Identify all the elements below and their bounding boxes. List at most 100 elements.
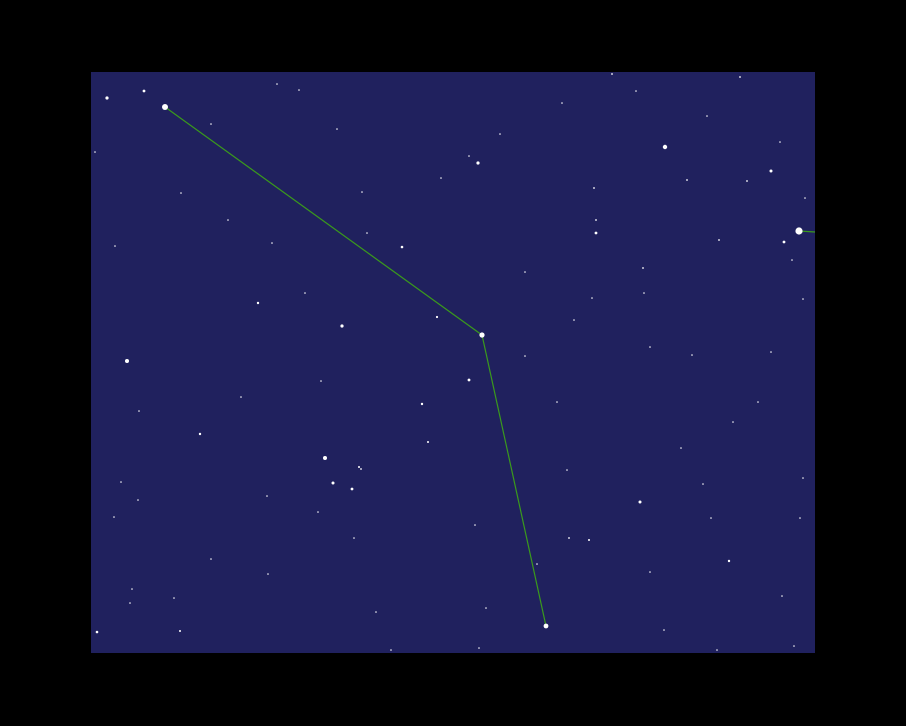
star [716,649,718,651]
star [95,630,99,634]
star [353,537,355,539]
star [795,227,803,235]
star [561,102,563,104]
star [317,511,319,513]
star [706,115,708,117]
star [266,495,268,497]
star [649,571,651,573]
star [129,602,131,604]
star [566,469,568,471]
star-chart-panel [91,72,815,653]
star [468,155,470,157]
star [710,517,712,519]
star [340,324,344,328]
star [240,396,242,398]
star [304,292,306,294]
star [114,245,116,247]
star [138,410,140,412]
star [267,573,269,575]
star [467,378,471,382]
star [769,169,773,173]
star [350,487,354,491]
star [94,151,96,153]
star [125,359,129,363]
star [802,477,804,479]
star [298,89,300,91]
star [781,595,783,597]
star [594,231,598,235]
star [476,161,480,165]
star [331,481,335,485]
star [536,563,538,565]
star [440,177,442,179]
star [793,645,795,647]
star [499,133,501,135]
star [727,559,731,563]
star [323,456,327,460]
star [770,351,772,353]
star [142,89,146,93]
star [210,123,212,125]
star [804,197,806,199]
star [524,355,526,357]
star [390,649,392,651]
star [120,481,122,483]
star [162,104,168,110]
star [779,141,781,143]
star [702,483,704,485]
star [375,611,377,613]
star [642,267,644,269]
star [131,588,133,590]
star [691,354,693,356]
star [474,524,476,526]
star [799,517,801,519]
star [663,629,665,631]
star [173,597,175,599]
star [680,447,682,449]
star [757,401,759,403]
star [556,401,558,403]
star [137,499,139,501]
star [358,466,360,468]
star [320,380,322,382]
star [400,245,404,249]
star [256,301,260,305]
star [427,441,429,443]
star [649,346,651,348]
star-field [91,72,815,653]
star [479,332,485,338]
star [732,421,734,423]
star [643,292,645,294]
star [593,187,595,189]
star [420,402,424,406]
star [543,623,549,629]
star [746,180,748,182]
star [635,90,637,92]
stars [94,73,806,651]
night-sky-background [91,72,815,653]
star [366,232,368,234]
star [485,607,487,609]
star [588,539,590,541]
star [113,516,115,518]
star [662,144,668,150]
star [591,297,593,299]
star [573,319,575,321]
star [227,219,229,221]
star [718,239,720,241]
star [686,179,688,181]
star [360,468,362,470]
star [276,83,278,85]
star [739,76,741,78]
star [105,96,109,100]
star [638,500,642,504]
star [478,647,480,649]
star [782,240,786,244]
star [435,315,439,319]
star [179,630,181,632]
star [568,537,570,539]
star [180,192,182,194]
star [271,242,273,244]
star [524,271,526,273]
star [802,298,804,300]
